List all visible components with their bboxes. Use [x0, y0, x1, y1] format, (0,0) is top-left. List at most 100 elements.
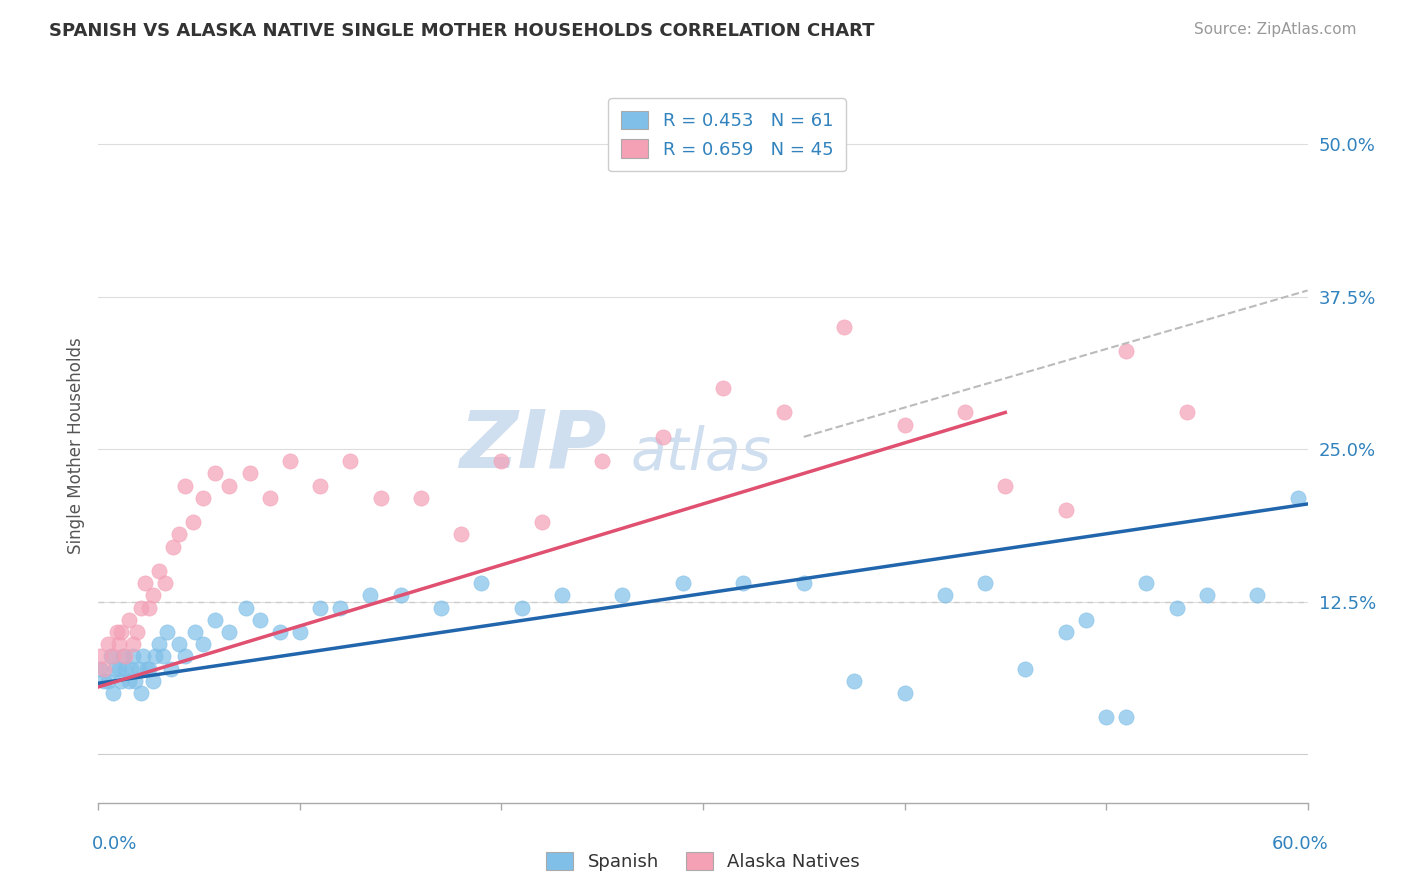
Point — [124, 673, 146, 688]
Point — [430, 600, 453, 615]
Point — [160, 662, 183, 676]
Point — [278, 454, 301, 468]
Point — [389, 589, 412, 603]
Point — [107, 637, 129, 651]
Point — [218, 625, 240, 640]
Legend: R = 0.453   N = 61, R = 0.659   N = 45: R = 0.453 N = 61, R = 0.659 N = 45 — [609, 98, 846, 171]
Point — [249, 613, 271, 627]
Point — [239, 467, 262, 481]
Point — [118, 613, 141, 627]
Text: SPANISH VS ALASKA NATIVE SINGLE MOTHER HOUSEHOLDS CORRELATION CHART: SPANISH VS ALASKA NATIVE SINGLE MOTHER H… — [49, 22, 875, 40]
Point — [142, 589, 165, 603]
Point — [148, 637, 170, 651]
Point — [409, 491, 432, 505]
Point — [218, 478, 240, 492]
Point — [288, 625, 311, 640]
Point — [121, 649, 143, 664]
Point — [156, 625, 179, 640]
Point — [101, 649, 124, 664]
Point — [110, 625, 132, 640]
Point — [143, 649, 166, 664]
Point — [120, 662, 142, 676]
Point — [153, 576, 176, 591]
Point — [193, 637, 215, 651]
Point — [148, 564, 170, 578]
Point — [129, 686, 152, 700]
Point — [162, 540, 184, 554]
Point — [269, 625, 291, 640]
Point — [93, 673, 115, 688]
Point — [184, 625, 207, 640]
Point — [103, 662, 125, 676]
Point — [1115, 710, 1137, 724]
Point — [360, 589, 382, 603]
Point — [844, 673, 866, 688]
Text: Source: ZipAtlas.com: Source: ZipAtlas.com — [1194, 22, 1357, 37]
Point — [370, 491, 392, 505]
Point — [135, 662, 157, 676]
Point — [793, 576, 815, 591]
Point — [832, 320, 855, 334]
Point — [530, 515, 553, 529]
Point — [89, 662, 111, 676]
Point — [1014, 662, 1036, 676]
Point — [138, 662, 160, 676]
Point — [1054, 503, 1077, 517]
Point — [772, 405, 794, 419]
Point — [134, 576, 156, 591]
Point — [128, 662, 150, 676]
Point — [1135, 576, 1157, 591]
Point — [953, 405, 976, 419]
Point — [893, 417, 915, 432]
Point — [339, 454, 361, 468]
Point — [142, 673, 165, 688]
Point — [1286, 491, 1309, 505]
Point — [89, 649, 111, 664]
Point — [174, 478, 197, 492]
Point — [329, 600, 352, 615]
Point — [235, 600, 257, 615]
Point — [470, 576, 492, 591]
Point — [1074, 613, 1097, 627]
Point — [118, 673, 141, 688]
Point — [111, 649, 134, 664]
Point — [974, 576, 997, 591]
Point — [93, 662, 115, 676]
Point — [551, 589, 574, 603]
Point — [1095, 710, 1118, 724]
Point — [121, 637, 143, 651]
Point — [934, 589, 956, 603]
Point — [152, 649, 174, 664]
Point — [1246, 589, 1268, 603]
Point — [672, 576, 695, 591]
Point — [97, 637, 120, 651]
Point — [711, 381, 734, 395]
Point — [651, 430, 673, 444]
Text: atlas: atlas — [630, 425, 772, 482]
Point — [893, 686, 915, 700]
Point — [1195, 589, 1218, 603]
Point — [204, 467, 226, 481]
Point — [167, 637, 190, 651]
Point — [129, 600, 152, 615]
Text: 0.0%: 0.0% — [91, 835, 136, 853]
Point — [167, 527, 190, 541]
Point — [114, 662, 136, 676]
Point — [612, 589, 634, 603]
Point — [174, 649, 197, 664]
Point — [309, 478, 332, 492]
Point — [510, 600, 533, 615]
Point — [132, 649, 155, 664]
Point — [101, 686, 124, 700]
Point — [97, 673, 120, 688]
Point — [181, 515, 204, 529]
Point — [138, 600, 160, 615]
Point — [125, 625, 148, 640]
Text: 60.0%: 60.0% — [1272, 835, 1329, 853]
Point — [733, 576, 755, 591]
Y-axis label: Single Mother Households: Single Mother Households — [66, 338, 84, 554]
Point — [591, 454, 613, 468]
Point — [1115, 344, 1137, 359]
Point — [1175, 405, 1198, 419]
Point — [1054, 625, 1077, 640]
